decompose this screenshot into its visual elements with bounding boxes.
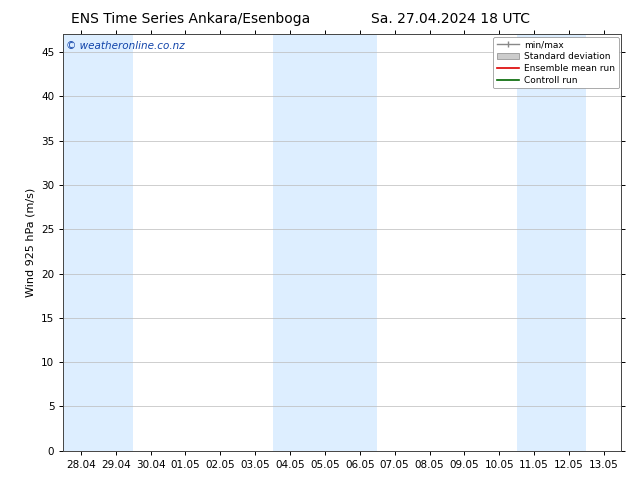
Text: ENS Time Series Ankara/Esenboga: ENS Time Series Ankara/Esenboga [70, 12, 310, 26]
Bar [517, 34, 586, 451]
Bar [273, 34, 377, 451]
Text: © weatheronline.co.nz: © weatheronline.co.nz [66, 41, 185, 50]
Text: Sa. 27.04.2024 18 UTC: Sa. 27.04.2024 18 UTC [371, 12, 529, 26]
Bar [63, 34, 133, 451]
Y-axis label: Wind 925 hPa (m/s): Wind 925 hPa (m/s) [25, 188, 36, 297]
Legend: min/max, Standard deviation, Ensemble mean run, Controll run: min/max, Standard deviation, Ensemble me… [493, 37, 619, 88]
